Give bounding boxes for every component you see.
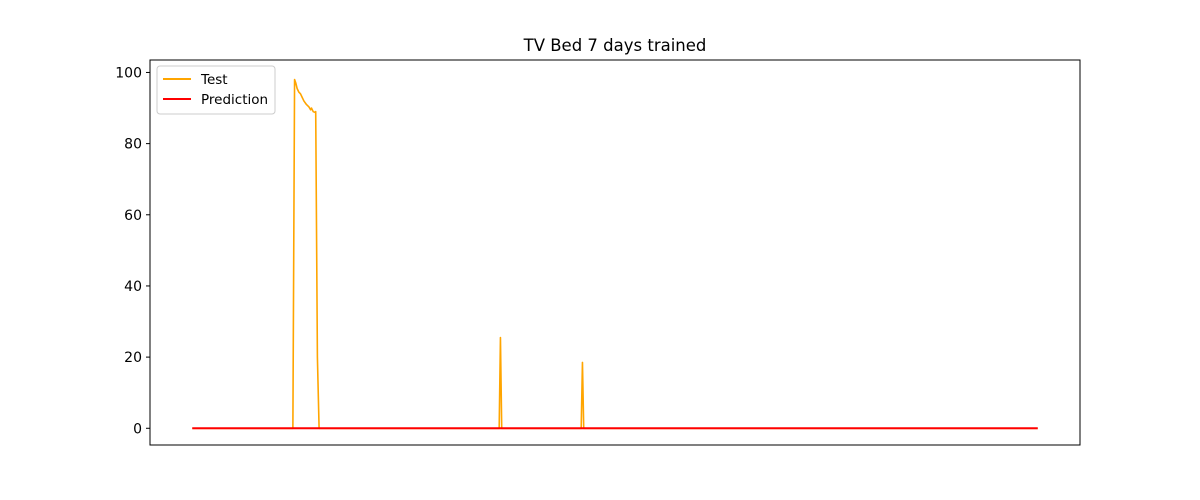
legend-label-test: Test <box>200 72 228 88</box>
y-tick-label: 20 <box>124 350 142 366</box>
y-tick-label: 80 <box>124 137 142 153</box>
legend: Test Prediction <box>156 65 276 115</box>
y-axis: 0 20 40 60 80 100 <box>115 65 150 437</box>
legend-label-prediction: Prediction <box>201 92 268 108</box>
y-tick-label: 40 <box>124 279 142 295</box>
y-tick-label: 60 <box>124 208 142 224</box>
y-tick-label: 0 <box>133 421 142 437</box>
y-tick-label: 100 <box>115 65 142 81</box>
plot-area <box>192 78 1038 430</box>
chart-title: TV Bed 7 days trained <box>523 36 707 55</box>
axes-frame <box>149 59 1081 446</box>
